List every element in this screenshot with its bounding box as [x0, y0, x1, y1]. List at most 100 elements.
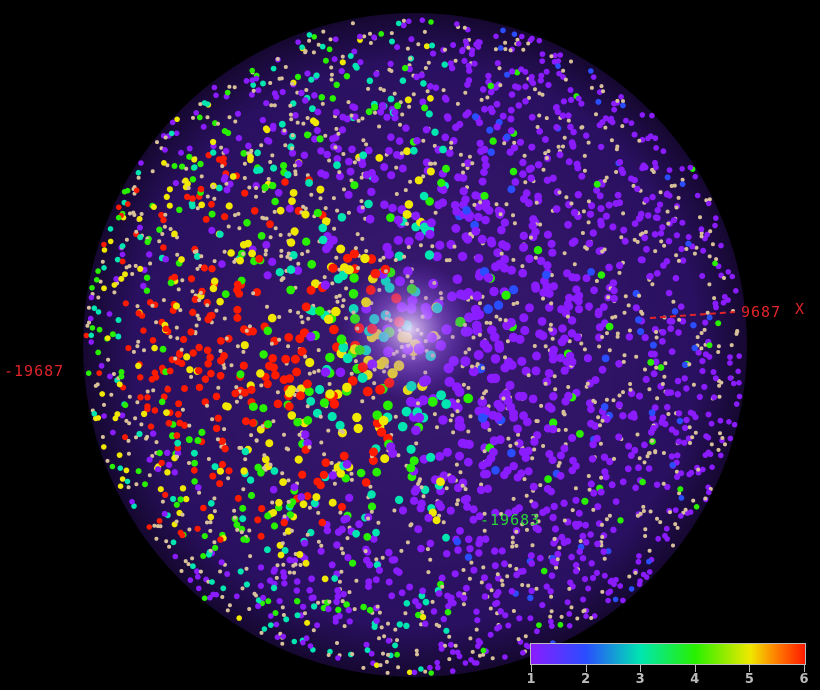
- data-point: [549, 345, 559, 355]
- data-point: [651, 404, 659, 411]
- data-point: [360, 236, 365, 241]
- data-point: [290, 133, 295, 138]
- data-point: [200, 264, 208, 272]
- data-point: [536, 622, 542, 628]
- data-point: [373, 561, 381, 569]
- data-point: [406, 444, 416, 454]
- data-point: [320, 101, 325, 106]
- data-point: [323, 526, 332, 535]
- data-point: [666, 412, 671, 416]
- data-point: [474, 660, 480, 666]
- data-point: [590, 489, 598, 497]
- data-point: [139, 422, 144, 427]
- data-point: [241, 417, 250, 426]
- data-point: [207, 369, 215, 378]
- data-point: [234, 399, 239, 404]
- data-point: [269, 181, 277, 190]
- data-point: [186, 145, 193, 152]
- data-point: [434, 659, 441, 666]
- data-point: [427, 95, 434, 102]
- data-point: [668, 426, 676, 433]
- data-point: [582, 168, 587, 173]
- data-point: [677, 513, 684, 519]
- data-point: [423, 66, 428, 70]
- data-point: [583, 613, 589, 619]
- data-point: [243, 457, 248, 462]
- data-point: [441, 133, 450, 142]
- data-point: [399, 77, 407, 84]
- data-point: [225, 608, 230, 613]
- data-point: [476, 535, 484, 544]
- data-point: [419, 587, 427, 595]
- data-point: [510, 544, 515, 549]
- data-point: [705, 411, 712, 418]
- data-point: [452, 244, 457, 249]
- data-point: [411, 92, 416, 97]
- data-point: [273, 399, 283, 409]
- data-point: [236, 211, 241, 216]
- data-point: [395, 638, 399, 643]
- data-point: [335, 420, 345, 430]
- data-point: [271, 370, 280, 380]
- data-point: [386, 213, 395, 223]
- data-point: [187, 461, 191, 465]
- data-point: [189, 308, 197, 316]
- data-point: [640, 162, 647, 169]
- data-point: [522, 98, 529, 105]
- data-point: [718, 242, 724, 249]
- data-point: [380, 200, 389, 209]
- data-point: [164, 386, 172, 393]
- data-point: [95, 349, 102, 356]
- data-point: [693, 504, 700, 510]
- colorbar-tick-label: 2: [581, 672, 591, 687]
- data-point: [507, 448, 516, 458]
- data-point: [225, 202, 233, 210]
- data-point: [350, 21, 355, 26]
- data-point: [637, 210, 645, 218]
- data-point: [649, 193, 656, 201]
- data-point: [653, 145, 659, 151]
- data-point: [477, 653, 482, 658]
- data-point: [557, 621, 564, 628]
- data-point: [200, 504, 207, 512]
- data-point: [519, 33, 525, 40]
- data-point: [419, 622, 423, 627]
- data-point: [506, 436, 511, 441]
- data-point: [233, 313, 242, 322]
- data-point: [607, 348, 612, 353]
- data-point: [628, 387, 633, 392]
- data-point: [275, 390, 280, 395]
- data-point: [508, 285, 519, 295]
- data-point: [376, 520, 381, 525]
- data-point: [510, 535, 515, 540]
- data-point: [674, 473, 681, 480]
- data-point: [588, 455, 597, 463]
- data-point: [631, 220, 639, 228]
- data-point: [328, 471, 337, 480]
- data-point: [497, 225, 506, 235]
- data-point: [479, 86, 487, 93]
- data-point: [463, 38, 469, 45]
- data-point: [401, 64, 409, 72]
- data-point: [572, 561, 580, 569]
- data-point: [426, 452, 436, 462]
- data-point: [352, 412, 362, 423]
- data-point: [296, 391, 305, 401]
- data-point: [261, 183, 269, 192]
- data-point: [447, 60, 454, 67]
- data-point: [160, 499, 165, 504]
- data-point: [224, 89, 231, 96]
- data-point: [222, 365, 227, 370]
- data-point: [474, 617, 481, 624]
- data-point: [289, 117, 294, 122]
- data-point: [285, 254, 290, 259]
- data-point: [598, 365, 607, 374]
- data-point: [359, 175, 364, 180]
- data-point: [282, 514, 287, 519]
- data-point: [333, 161, 341, 170]
- data-point: [676, 258, 681, 263]
- data-point: [585, 302, 593, 311]
- data-point: [369, 509, 374, 514]
- data-point: [301, 204, 306, 209]
- data-point: [653, 449, 658, 454]
